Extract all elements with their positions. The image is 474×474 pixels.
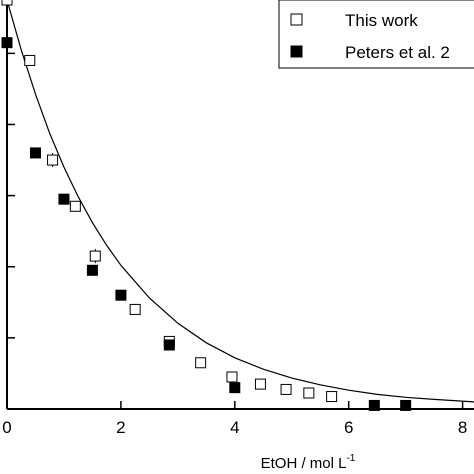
point-this-work bbox=[254, 378, 266, 390]
fit-curve-layer bbox=[6, 0, 474, 403]
point-peters bbox=[86, 264, 98, 276]
legend-label: This work bbox=[345, 11, 418, 30]
y-axis-ticks bbox=[7, 52, 15, 339]
point-this-work bbox=[24, 54, 36, 66]
point-peters bbox=[163, 339, 175, 351]
x-tick-label: 6 bbox=[344, 418, 353, 437]
legend-marker-open-square bbox=[290, 13, 303, 26]
legend-label: Peters et al. 2 bbox=[345, 43, 450, 62]
plot-frame bbox=[6, 0, 474, 410]
point-peters bbox=[229, 382, 241, 394]
data-points-layer bbox=[1, 0, 412, 411]
point-this-work bbox=[280, 383, 292, 395]
point-peters bbox=[400, 399, 412, 411]
fit-curve bbox=[6, 0, 474, 403]
x-tick-label: 0 bbox=[2, 418, 11, 437]
point-this-work bbox=[1, 0, 13, 6]
legend: This work Peters et al. 2 bbox=[278, 0, 474, 69]
legend-marker-filled-square bbox=[290, 45, 303, 58]
x-tick-label: 2 bbox=[116, 418, 125, 437]
x-axis-title: EtOH / mol L-1 bbox=[261, 453, 356, 472]
x-tick-label: 8 bbox=[458, 418, 467, 437]
point-this-work bbox=[129, 303, 141, 315]
legend-box bbox=[278, 0, 474, 69]
point-this-work bbox=[69, 200, 81, 212]
x-axis-title-text: EtOH / mol L bbox=[261, 455, 347, 472]
x-axis-ticks: 0 2 4 6 8 bbox=[2, 401, 467, 437]
point-peters bbox=[368, 399, 380, 411]
x-axis-title-superscript: -1 bbox=[346, 453, 355, 464]
point-peters bbox=[58, 193, 70, 205]
point-this-work bbox=[326, 391, 338, 403]
point-peters bbox=[29, 147, 41, 159]
point-peters bbox=[1, 37, 13, 49]
point-peters bbox=[115, 289, 127, 301]
point-this-work bbox=[226, 371, 238, 383]
x-tick-label: 4 bbox=[230, 418, 239, 437]
point-this-work bbox=[195, 357, 207, 369]
point-this-work bbox=[303, 387, 315, 399]
point-this-work bbox=[89, 250, 101, 262]
point-this-work bbox=[47, 154, 59, 166]
